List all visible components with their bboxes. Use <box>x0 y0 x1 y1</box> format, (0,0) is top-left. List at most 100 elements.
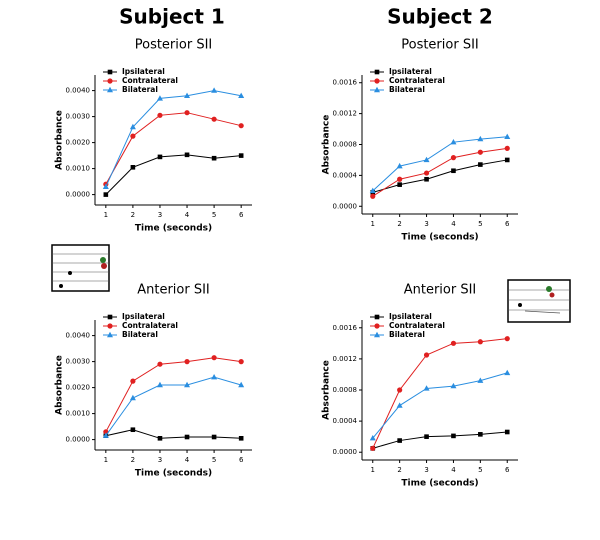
marker <box>451 168 456 174</box>
legend-label: Ipsilateral <box>389 67 432 76</box>
y-axis-label: Absorbance <box>322 360 332 420</box>
y-tick-label: 0.0004 <box>333 417 358 425</box>
marker <box>424 176 429 182</box>
x-tick-label: 2 <box>397 220 401 228</box>
x-axis-label: Time (seconds) <box>135 469 212 479</box>
x-tick-label: 4 <box>185 211 190 219</box>
marker <box>184 110 190 116</box>
marker <box>478 162 483 167</box>
y-axis-label: Absorbance <box>55 355 65 415</box>
series-line <box>105 357 242 433</box>
marker <box>130 133 136 139</box>
x-tick-label: 2 <box>131 211 135 219</box>
marker <box>396 402 403 408</box>
marker <box>130 165 136 170</box>
marker <box>102 432 109 438</box>
x-tick-label: 1 <box>104 456 108 464</box>
legend-marker <box>107 86 113 93</box>
marker <box>211 374 218 380</box>
series-line <box>105 90 242 188</box>
marker <box>238 123 244 129</box>
marker <box>211 355 217 361</box>
marker <box>184 434 190 440</box>
legend-marker <box>374 86 380 93</box>
x-tick-label: 3 <box>158 211 162 219</box>
marker <box>477 339 483 345</box>
series-line <box>105 376 242 436</box>
legend-marker <box>107 69 113 75</box>
marker <box>102 183 109 189</box>
y-tick-label: 0.0030 <box>66 358 91 366</box>
y-tick-label: 0.0012 <box>333 110 358 118</box>
marker <box>238 436 244 441</box>
y-tick-label: 0.0000 <box>333 202 358 210</box>
marker <box>184 381 191 388</box>
chart-title: Posterior SII <box>135 38 213 53</box>
marker <box>450 155 457 161</box>
marker <box>238 153 244 158</box>
marker <box>184 359 190 365</box>
marker <box>211 87 218 93</box>
marker <box>423 170 430 176</box>
x-tick-label: 3 <box>158 456 162 464</box>
marker <box>238 381 245 388</box>
marker <box>397 176 403 182</box>
y-tick-label: 0.0030 <box>66 113 91 121</box>
chart-title: Anterior SII <box>137 283 210 298</box>
marker <box>238 92 245 98</box>
subject-heading: Subject 1 <box>119 5 225 29</box>
marker <box>450 340 457 346</box>
marker <box>451 433 456 439</box>
y-tick-label: 0.0010 <box>66 165 91 173</box>
series-line <box>372 431 508 449</box>
x-tick-label: 2 <box>397 466 401 474</box>
marker <box>423 385 430 391</box>
series-line <box>105 429 242 439</box>
x-tick-label: 4 <box>451 220 456 228</box>
marker <box>450 138 457 145</box>
series-line <box>105 154 242 195</box>
marker <box>450 382 457 389</box>
marker <box>477 377 484 383</box>
y-tick-label: 0.0008 <box>333 386 358 394</box>
x-tick-label: 4 <box>451 466 456 474</box>
marker <box>238 359 244 365</box>
marker <box>157 112 163 118</box>
x-tick-label: 1 <box>104 211 108 219</box>
y-tick-label: 0.0012 <box>333 355 358 363</box>
marker <box>478 432 483 437</box>
legend-label: Ipsilateral <box>122 312 165 321</box>
chart-title: Posterior SII <box>401 38 479 53</box>
legend-marker <box>107 78 113 84</box>
marker <box>477 149 483 155</box>
y-axis-label: Absorbance <box>55 110 65 170</box>
x-tick-label: 6 <box>505 220 510 228</box>
y-tick-label: 0.0000 <box>333 448 358 456</box>
marker <box>156 381 163 388</box>
x-axis-label: Time (seconds) <box>401 479 478 489</box>
y-tick-label: 0.0000 <box>66 436 91 444</box>
marker <box>504 145 510 151</box>
legend-label: Bilateral <box>389 85 425 94</box>
legend-label: Contralateral <box>389 76 445 85</box>
brain-slice-image <box>507 279 571 323</box>
legend-label: Contralateral <box>389 321 445 330</box>
marker <box>396 162 403 169</box>
x-tick-label: 6 <box>239 456 244 464</box>
y-tick-label: 0.0016 <box>333 324 358 332</box>
legend-label: Contralateral <box>122 76 178 85</box>
legend-label: Bilateral <box>122 330 158 339</box>
x-tick-label: 6 <box>239 211 244 219</box>
subject-heading: Subject 2 <box>387 5 493 29</box>
marker <box>129 394 136 401</box>
marker <box>397 182 402 187</box>
x-tick-label: 5 <box>212 211 216 219</box>
legend-marker <box>107 323 113 329</box>
marker <box>130 427 136 433</box>
series-line <box>372 147 508 197</box>
x-axis-label: Time (seconds) <box>401 233 478 243</box>
legend-marker <box>374 323 380 329</box>
series-line <box>372 159 508 193</box>
x-tick-label: 1 <box>371 466 375 474</box>
